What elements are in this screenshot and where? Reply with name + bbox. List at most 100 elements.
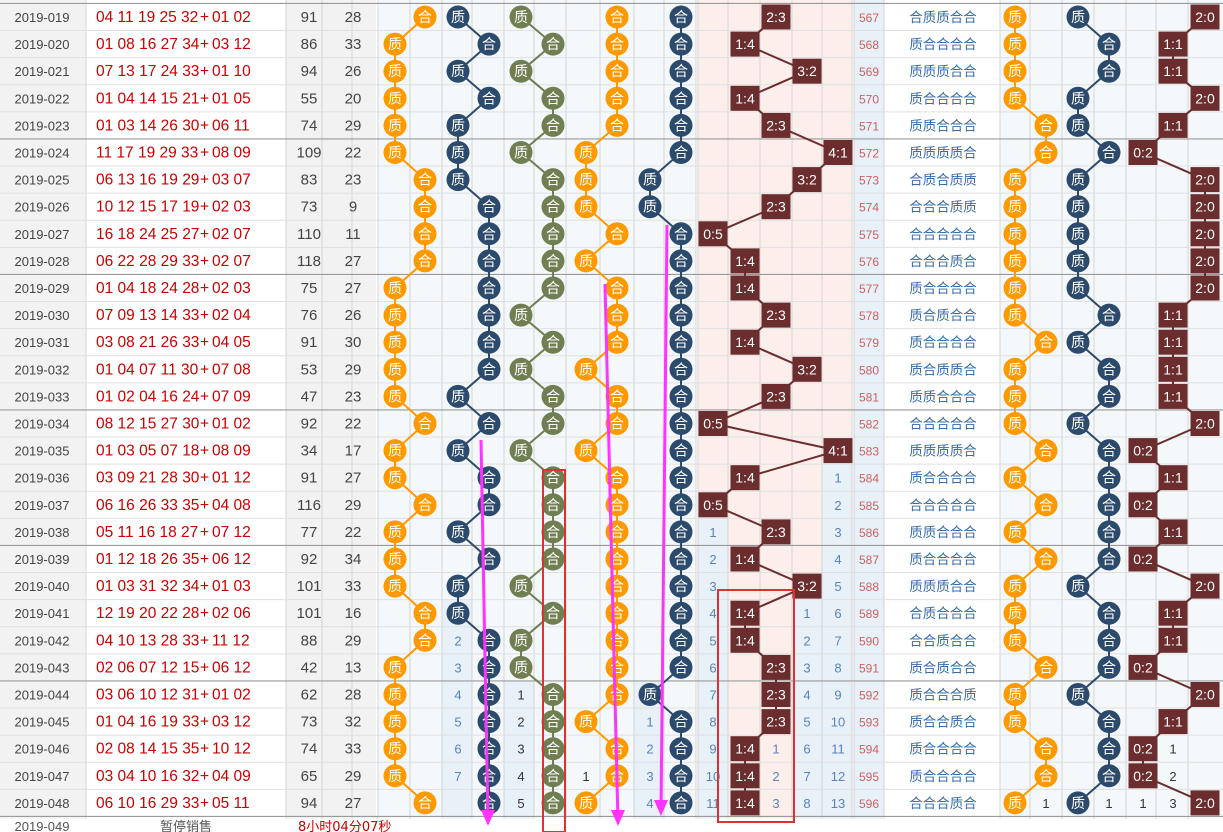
pattern-text: 合质合合合 bbox=[909, 606, 977, 622]
omission-count: 6 bbox=[834, 606, 841, 621]
issue-number: 2019-042 bbox=[15, 633, 70, 648]
ball-c: 合 bbox=[605, 276, 629, 300]
ball-e: 质 bbox=[1003, 303, 1027, 327]
draw-numbers: 07 09 13 14 33 bbox=[96, 307, 199, 324]
ball-label: 质 bbox=[388, 362, 402, 378]
ball-shape bbox=[605, 222, 629, 246]
ball-label: 质 bbox=[388, 64, 402, 80]
ball-label: 质 bbox=[451, 444, 465, 460]
ball-label: 质 bbox=[388, 688, 402, 704]
ball-shape bbox=[413, 195, 437, 219]
ball-c: 质 bbox=[574, 195, 598, 219]
omission-count: 3 bbox=[709, 579, 716, 594]
plus-sign: + bbox=[200, 551, 209, 568]
ball-e: 质 bbox=[1003, 59, 1027, 83]
ball-b: 质 bbox=[509, 574, 533, 598]
ball-f: 质 bbox=[1066, 168, 1090, 192]
ball-shape bbox=[1003, 683, 1027, 706]
ball-b: 质 bbox=[509, 439, 533, 463]
ball-shape bbox=[383, 303, 407, 327]
ratio-label: 0:2 bbox=[1133, 145, 1153, 161]
ball-shape bbox=[574, 357, 598, 381]
ball-label: 合 bbox=[546, 498, 560, 514]
extra-ratio-0:2: 0:2 bbox=[1128, 492, 1158, 518]
draw-numbers: 01 03 31 32 34 bbox=[96, 578, 200, 595]
ball-label: 合 bbox=[482, 335, 496, 351]
ball-label: 合 bbox=[546, 688, 560, 704]
ball-shape bbox=[669, 493, 693, 517]
ball-label: 合 bbox=[1039, 742, 1053, 758]
ball-b: 质 bbox=[509, 655, 533, 679]
ball-label: 质 bbox=[514, 64, 528, 80]
ball-label: 质 bbox=[1071, 254, 1085, 270]
extra-numbers: 03 12 bbox=[212, 714, 251, 731]
ratio-box bbox=[1158, 627, 1188, 653]
ball-e: 质 bbox=[1003, 32, 1027, 56]
extra-numbers: 08 09 bbox=[212, 145, 251, 162]
ball-shape bbox=[541, 195, 565, 219]
ball-label: 合 bbox=[482, 498, 496, 514]
ball-label: 质 bbox=[451, 173, 465, 189]
ball-shape bbox=[383, 683, 407, 706]
ratio-box bbox=[1158, 383, 1188, 409]
ball-e: 质 bbox=[1003, 5, 1027, 29]
ball-label: 合 bbox=[610, 525, 624, 541]
ratio-box bbox=[1128, 140, 1158, 165]
ball-shape bbox=[383, 113, 407, 137]
ball-d: 合 bbox=[669, 439, 693, 463]
ratio-label: 2:0 bbox=[1195, 90, 1215, 106]
sum-value: 101 bbox=[296, 578, 321, 595]
ball-label: 质 bbox=[388, 281, 402, 297]
ball-shape bbox=[541, 791, 565, 815]
ball-shape bbox=[1097, 547, 1121, 571]
omission-count: 1 bbox=[1169, 742, 1176, 757]
sequence-number: 592 bbox=[859, 689, 879, 703]
ball-shape bbox=[446, 574, 470, 598]
ball-f: 质 bbox=[1066, 683, 1090, 706]
ball-a: 质 bbox=[446, 439, 470, 463]
ball-shape bbox=[1003, 574, 1027, 598]
extra-ratio-0:2: 0:2 bbox=[1128, 546, 1158, 572]
ball-label: 质 bbox=[388, 769, 402, 785]
ball-e: 质 bbox=[1003, 601, 1027, 625]
ball-f: 质 bbox=[1066, 86, 1090, 110]
sequence-number: 569 bbox=[859, 65, 879, 79]
extra-numbers: 01 02 bbox=[212, 416, 251, 433]
ball-label: 合 bbox=[418, 796, 432, 812]
omission-count: 2 bbox=[834, 498, 841, 513]
draw-numbers: 16 18 24 25 27 bbox=[96, 226, 199, 243]
sequence-number: 575 bbox=[859, 228, 879, 242]
sequence-number: 593 bbox=[859, 716, 879, 730]
span-value: 23 bbox=[345, 172, 362, 189]
ball-shape bbox=[509, 574, 533, 598]
omission-count: 11 bbox=[831, 742, 845, 757]
omission-count: 4 bbox=[517, 769, 524, 784]
arrow-1 bbox=[479, 439, 490, 823]
ball-label: 质 bbox=[579, 715, 593, 731]
ball-shape bbox=[1003, 601, 1027, 625]
ball-label: 合 bbox=[482, 200, 496, 216]
ratio-label: 2:0 bbox=[1195, 687, 1215, 703]
ball-label: 合 bbox=[482, 91, 496, 107]
ball-shape bbox=[1003, 249, 1027, 273]
ball-label: 质 bbox=[514, 633, 528, 649]
ball-shape bbox=[1066, 195, 1090, 219]
ball-label: 合 bbox=[674, 525, 688, 541]
plus-sign: + bbox=[200, 117, 209, 134]
ratio-label: 0:5 bbox=[703, 416, 723, 432]
issue-number: 2019-041 bbox=[15, 606, 70, 621]
ratio-box bbox=[761, 302, 791, 328]
sum-value: 77 bbox=[301, 524, 318, 541]
ratio-box bbox=[730, 546, 760, 572]
ball-shape bbox=[477, 249, 501, 273]
ratio-2:3: 2:3 bbox=[761, 194, 791, 220]
ball-e: 合 bbox=[1034, 737, 1058, 761]
ball-label: 合 bbox=[674, 389, 688, 405]
omission-count: 8 bbox=[834, 660, 841, 675]
ratio-box bbox=[1190, 275, 1220, 301]
pattern-text: 合合合质质 bbox=[909, 200, 977, 216]
ball-b: 合 bbox=[541, 710, 565, 734]
trend-line-ratio bbox=[744, 449, 839, 479]
omission-count: 11 bbox=[706, 796, 720, 811]
ball-d: 合 bbox=[669, 59, 693, 83]
